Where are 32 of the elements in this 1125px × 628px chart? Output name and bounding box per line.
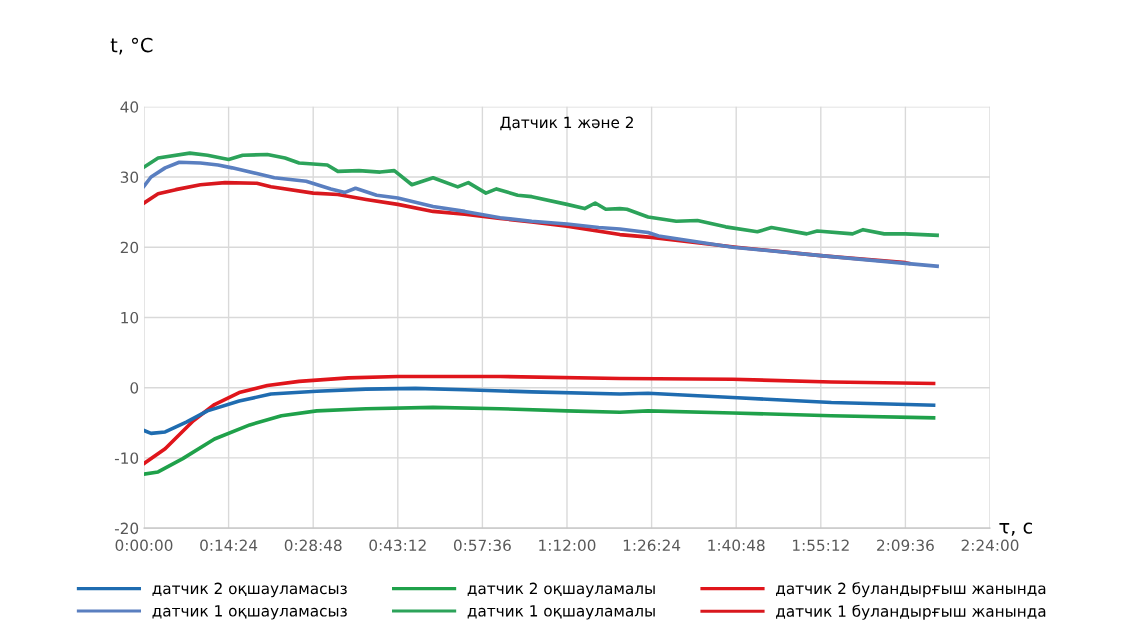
y-tick-label: -20 (114, 522, 139, 535)
line-series (144, 151, 939, 238)
x-tick-label: 1:12:00 (539, 539, 596, 552)
y-axis-title: t, °С (110, 37, 153, 55)
y-tick-label: 30 (120, 171, 139, 184)
x-tick-label: 0:00:00 (115, 539, 173, 552)
x-tick-label: 0:57:36 (453, 539, 511, 552)
x-tick-label: 0:43:12 (369, 539, 426, 552)
legend-label: датчик 1 оқшауламалы (467, 605, 655, 620)
y-tick-label: 20 (120, 241, 139, 254)
line-series (144, 405, 936, 476)
y-tick-label: -10 (114, 452, 139, 464)
x-tick-label: 0:14:24 (200, 539, 258, 552)
legend-label: датчик 1 оқшауламасыз (152, 605, 347, 620)
text: Датчик 1 және 2 (500, 116, 633, 131)
line-series (144, 160, 939, 268)
x-axis-title: τ, с (999, 522, 1033, 536)
y-tick-label: 0 (130, 382, 139, 394)
x-tick-label: 1:26:24 (623, 539, 681, 552)
y-tick-label: 40 (120, 101, 139, 113)
x-tick-label: 1:40:48 (708, 539, 765, 552)
x-tick-label: 0:28:48 (284, 539, 342, 552)
x-tick-label: 2:09:36 (877, 539, 934, 552)
y-tick-label: 10 (121, 311, 139, 324)
line-series (144, 374, 936, 466)
line-series (144, 386, 936, 436)
legend-label: датчик 2 буландырғыш жанында (776, 582, 1046, 598)
legend-label: датчик 1 буландырғыш жанында (776, 604, 1046, 620)
x-tick-label: 2:24:00 (961, 539, 1019, 552)
legend-label: датчик 2 оқшауламалы (467, 582, 655, 598)
legend-label: датчик 2 оқшауламасыз (152, 582, 347, 598)
x-tick-label: 1:55:12 (793, 539, 849, 552)
